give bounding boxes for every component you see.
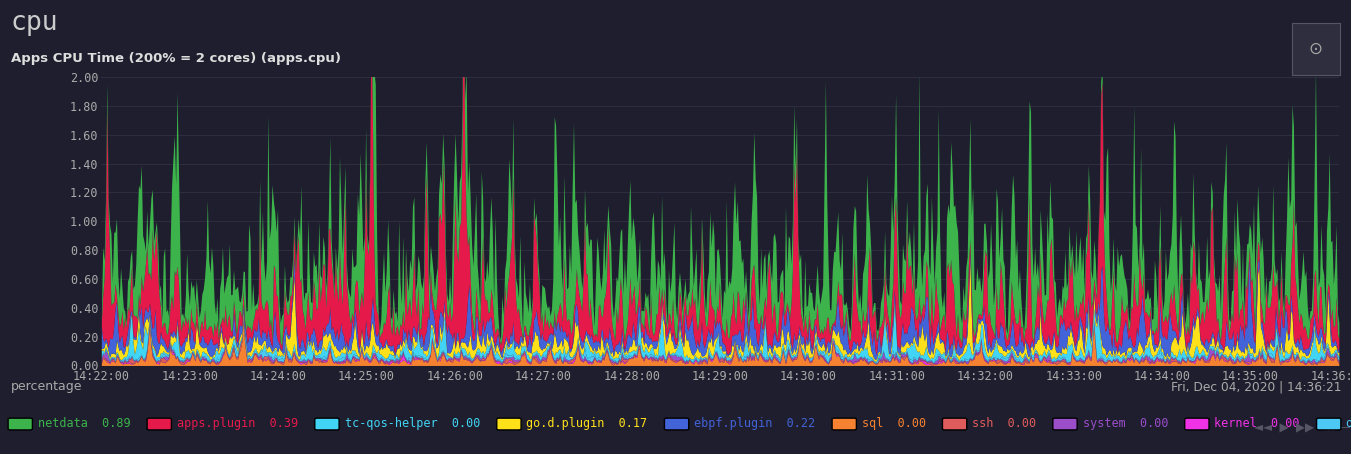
Text: tc-qos-helper  0.00: tc-qos-helper 0.00	[345, 417, 480, 429]
Text: sql  0.00: sql 0.00	[862, 417, 925, 429]
Text: other  0.00: other 0.00	[1346, 417, 1351, 429]
Text: ebpf.plugin  0.22: ebpf.plugin 0.22	[694, 417, 815, 429]
Text: Fri, Dec 04, 2020 | 14:36:21: Fri, Dec 04, 2020 | 14:36:21	[1171, 380, 1342, 394]
Text: cpu: cpu	[11, 10, 58, 36]
Text: netdata  0.89: netdata 0.89	[38, 417, 131, 429]
Text: go.d.plugin  0.17: go.d.plugin 0.17	[527, 417, 647, 429]
Text: ◄◄  ▶  ▶▶  +  —: ◄◄ ▶ ▶▶ + —	[1254, 420, 1351, 433]
Text: Apps CPU Time (200% = 2 cores) (apps.cpu): Apps CPU Time (200% = 2 cores) (apps.cpu…	[11, 52, 340, 65]
Text: percentage: percentage	[11, 380, 82, 394]
Text: ⇅: ⇅	[1324, 420, 1336, 434]
Text: kernel  0.00: kernel 0.00	[1215, 417, 1300, 429]
Text: ⊙: ⊙	[1309, 40, 1323, 58]
Text: ssh  0.00: ssh 0.00	[973, 417, 1036, 429]
Text: apps.plugin  0.39: apps.plugin 0.39	[177, 417, 299, 429]
Text: system  0.00: system 0.00	[1082, 417, 1169, 429]
